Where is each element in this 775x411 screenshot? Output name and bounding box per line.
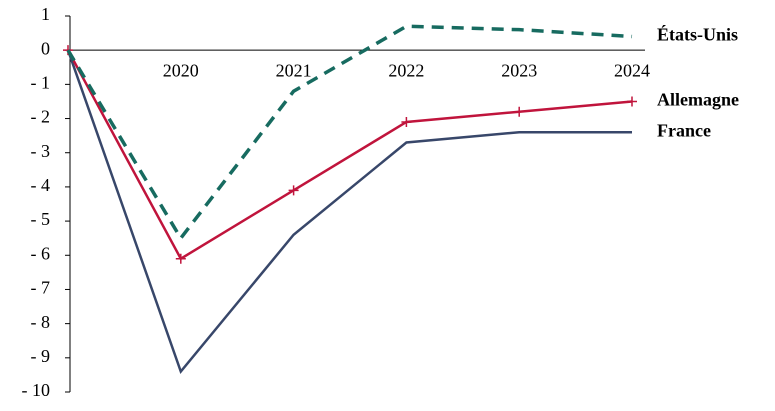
y-tick-label: - 8: [31, 312, 51, 332]
y-tick-label: 1: [41, 4, 50, 24]
y-tick-label: - 7: [31, 278, 51, 298]
series-label: États-Unis: [657, 24, 738, 45]
marker: [627, 96, 637, 107]
y-tick-label: - 6: [31, 243, 51, 263]
marker: [175, 253, 186, 264]
x-tick-label: 2023: [501, 60, 537, 80]
y-tick-label: - 10: [22, 380, 51, 400]
x-tick-label: 2020: [163, 60, 199, 80]
series-line: [66, 49, 633, 261]
y-tick-label: - 2: [31, 107, 51, 127]
x-tick-label: 2021: [276, 60, 312, 80]
series-line: [66, 49, 632, 374]
marker: [401, 116, 412, 127]
series-label: France: [657, 120, 711, 140]
y-tick-label: - 5: [31, 209, 51, 229]
y-tick-label: - 3: [31, 141, 51, 161]
x-tick-label: 2024: [614, 60, 650, 80]
y-tick-label: 0: [41, 38, 50, 58]
y-tick-label: - 9: [31, 346, 51, 366]
y-tick-label: - 1: [31, 72, 51, 92]
y-tick-label: - 4: [31, 175, 51, 195]
series-line: [66, 24, 633, 242]
marker: [288, 185, 299, 196]
series-label: Allemagne: [657, 90, 739, 110]
marker: [514, 106, 525, 117]
x-tick-label: 2022: [388, 60, 424, 80]
